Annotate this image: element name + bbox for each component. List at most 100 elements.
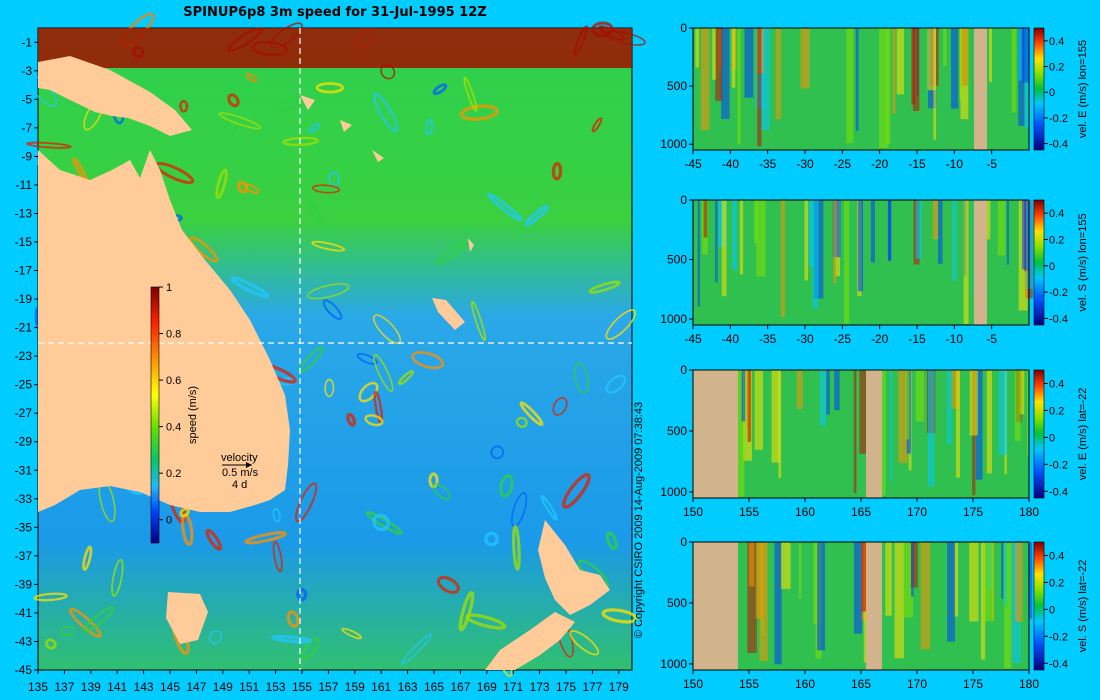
- speed-eddy: [486, 192, 523, 222]
- map-x-tick-label: 151: [239, 680, 259, 694]
- panel-streak: [1026, 200, 1036, 289]
- panel-y-tick-label: 0: [680, 193, 687, 207]
- panel-streak: [886, 28, 891, 144]
- section-panel-3: 150 155 160 165 170 175 180 0 500 1000 0.4 0.2 0 -0.2…: [660, 363, 1089, 519]
- panel-streak: [1011, 28, 1017, 113]
- map-y-tick-label: -37: [15, 549, 33, 563]
- panel-x-tick-label: 180: [1019, 677, 1039, 691]
- panel-streak: [817, 542, 826, 651]
- speed-eddy: [373, 390, 384, 424]
- panel-streak: [1022, 28, 1029, 83]
- panel-streak: [812, 200, 819, 309]
- speed-eddy: [573, 361, 589, 394]
- panel-streak: [975, 370, 983, 480]
- land-new-caledonia: [432, 298, 465, 330]
- speed-eddy: [372, 513, 390, 532]
- map-y-tick-label: -19: [15, 292, 33, 306]
- panel-streak: [1014, 370, 1021, 441]
- speed-eddy: [601, 608, 638, 624]
- speed-eddy: [44, 638, 57, 650]
- panel-streak: [960, 28, 969, 120]
- speed-eddy: [230, 276, 270, 299]
- panel-streak: [747, 370, 752, 442]
- speed-eddy: [364, 414, 384, 427]
- panel-colorbar-tick-label: -0.2: [1049, 631, 1068, 643]
- panel-streak: [731, 28, 736, 88]
- colorbar-tick-label: 0.4: [166, 422, 181, 434]
- panel-streak: [954, 542, 959, 617]
- section-panel-2: -45 -40 -35 -30 -25 -20 -15 -10 -5 0 500 1000 0.4 0.2…: [660, 193, 1089, 346]
- panel-land: [974, 200, 987, 325]
- panel-streak: [781, 542, 791, 589]
- panel-x-tick-label: 170: [907, 505, 927, 519]
- map-y-tick-label: -45: [15, 663, 33, 677]
- panel-x-tick-label: 175: [963, 505, 983, 519]
- panel-streak: [896, 28, 905, 95]
- speed-eddy: [524, 204, 550, 227]
- speed-eddy: [25, 141, 72, 149]
- panel-streak: [846, 28, 854, 144]
- panel-streak: [844, 200, 850, 324]
- panel-streak: [1028, 542, 1033, 619]
- panel-streak: [700, 28, 710, 131]
- velocity-legend: velocity 0.5 m/s 4 d: [221, 452, 259, 491]
- map-y-tick-label: -9: [21, 149, 32, 163]
- speed-eddy: [605, 531, 618, 551]
- panel-x-tick-label: -5: [986, 332, 997, 346]
- panel-streak: [880, 370, 886, 496]
- panel-x-tick-label: 155: [739, 677, 759, 691]
- panel-streak: [1018, 28, 1022, 81]
- panel-streak: [780, 200, 786, 317]
- panel-streak: [715, 28, 723, 101]
- map-y-tick-label: -43: [15, 634, 33, 648]
- speed-eddy: [358, 381, 379, 403]
- panel-x-tick-label: -30: [796, 157, 814, 171]
- panel-x-tick-label: -5: [986, 157, 997, 171]
- panel-y-tick-label: 0: [680, 535, 687, 549]
- map-x-tick-label: 139: [81, 680, 101, 694]
- speed-eddy: [307, 283, 350, 300]
- panel-x-tick-label: 180: [1019, 505, 1039, 519]
- panel-streak: [800, 28, 810, 89]
- map-x-tick-label: 179: [609, 680, 629, 694]
- map-x-tick-label: 167: [450, 680, 470, 694]
- speed-eddy: [322, 299, 343, 321]
- panel-streak: [798, 542, 802, 599]
- panel-streak: [932, 200, 939, 240]
- panel-streak: [920, 542, 931, 650]
- speed-eddy: [435, 240, 468, 265]
- speed-eddy: [561, 473, 591, 509]
- panel-streak: [853, 542, 863, 634]
- panel-streak: [898, 370, 908, 463]
- panel-streak: [721, 28, 730, 119]
- panel-colorbar-tick-label: -0.4: [1049, 313, 1068, 325]
- map-x-tick-label: 149: [213, 680, 233, 694]
- panel-x-tick-label: -40: [722, 157, 740, 171]
- panel-colorbar-label: vel. E (m/s) lat=-22: [1077, 388, 1089, 481]
- speed-eddy: [215, 168, 228, 200]
- panel-colorbar-tick-label: -0.4: [1049, 139, 1068, 151]
- panel-colorbar-tick-label: 0.2: [1049, 405, 1064, 417]
- panel-colorbar-tick-label: 0.4: [1049, 36, 1064, 48]
- speed-eddy: [82, 545, 93, 571]
- panel-streak: [697, 200, 700, 307]
- speed-eddy: [306, 199, 329, 232]
- panel-streak: [755, 542, 763, 619]
- speed-eddy: [540, 494, 558, 521]
- panel-x-tick-label: -30: [796, 332, 814, 346]
- land-tasmania: [166, 592, 208, 644]
- map-x-tick-label: 165: [424, 680, 444, 694]
- panel-colorbar-tick-label: -0.2: [1049, 113, 1068, 125]
- panel-streak: [759, 542, 768, 661]
- speed-eddy: [397, 370, 415, 386]
- panel-streak: [955, 370, 961, 478]
- speed-eddy: [588, 280, 621, 294]
- panel-streak: [870, 200, 875, 263]
- panel-land: [866, 370, 882, 498]
- panel-streak: [739, 200, 744, 275]
- panel-x-tick-label: -20: [871, 332, 889, 346]
- speed-colorbar: 1 0.8 0.6 0.4 0.2 0 speed (m/s): [150, 282, 199, 544]
- panel-x-tick-label: 155: [739, 505, 759, 519]
- panel-streak: [712, 28, 716, 80]
